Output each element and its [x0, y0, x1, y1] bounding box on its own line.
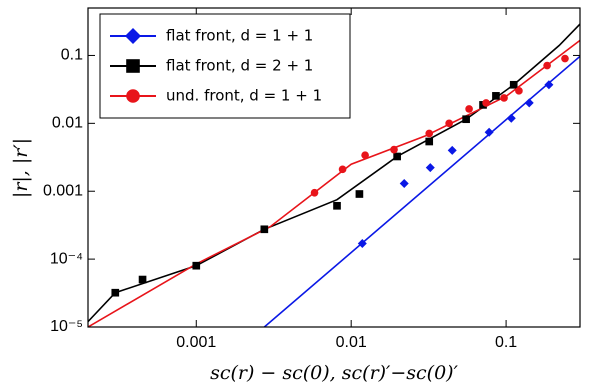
marker: [310, 188, 319, 197]
marker: [111, 288, 120, 297]
plot-frame: [87, 7, 581, 328]
y-axis-label: |r|, |r′|: [10, 138, 32, 198]
marker: [125, 28, 141, 44]
y-tick-label: 0.1: [61, 47, 83, 64]
legend-label: flat front, d = 1 + 1: [166, 27, 313, 45]
marker: [425, 137, 434, 146]
marker: [338, 165, 347, 174]
marker: [500, 94, 508, 102]
marker: [447, 145, 457, 155]
marker: [492, 92, 500, 100]
x-tick-label: 0.01: [336, 334, 367, 351]
marker: [482, 99, 490, 107]
y-tick-label: 0.01: [52, 115, 83, 132]
fit-line: [88, 23, 580, 323]
marker: [425, 129, 434, 138]
marker: [462, 115, 470, 124]
marker: [465, 105, 473, 113]
marker: [506, 113, 516, 123]
marker: [355, 190, 364, 198]
marker: [515, 87, 523, 95]
x-axis-label: sc(r) − sc(0), sc(r)′−sc(0)′: [210, 362, 459, 384]
legend-label: und. front, d = 1 + 1: [166, 87, 322, 105]
marker: [260, 225, 269, 234]
marker: [138, 275, 147, 284]
marker: [333, 201, 341, 210]
marker: [126, 59, 140, 73]
marker: [192, 261, 201, 270]
marker: [357, 238, 367, 248]
marker: [561, 54, 569, 63]
y-tick-label: 10⁻⁴: [50, 250, 83, 267]
x-tick-label: 0.001: [176, 334, 216, 351]
y-tick-label: 10⁻⁵: [50, 318, 83, 335]
marker: [126, 89, 140, 103]
legend: flat front, d = 1 + 1 flat front, d = 2 +…: [99, 13, 351, 119]
marker: [484, 127, 494, 137]
marker: [509, 80, 518, 89]
marker: [524, 98, 534, 108]
marker: [445, 119, 453, 128]
marker: [399, 178, 409, 188]
marker: [361, 151, 369, 159]
marker: [425, 163, 435, 173]
legend-label: flat front, d = 2 + 1: [166, 57, 313, 75]
marker: [543, 61, 551, 70]
marker: [393, 152, 401, 161]
marker: [544, 80, 554, 90]
marker: [390, 145, 398, 154]
x-tick-label: 0.1: [495, 334, 517, 351]
plot-area: [88, 23, 580, 327]
y-tick-label: 0.001: [43, 182, 83, 199]
